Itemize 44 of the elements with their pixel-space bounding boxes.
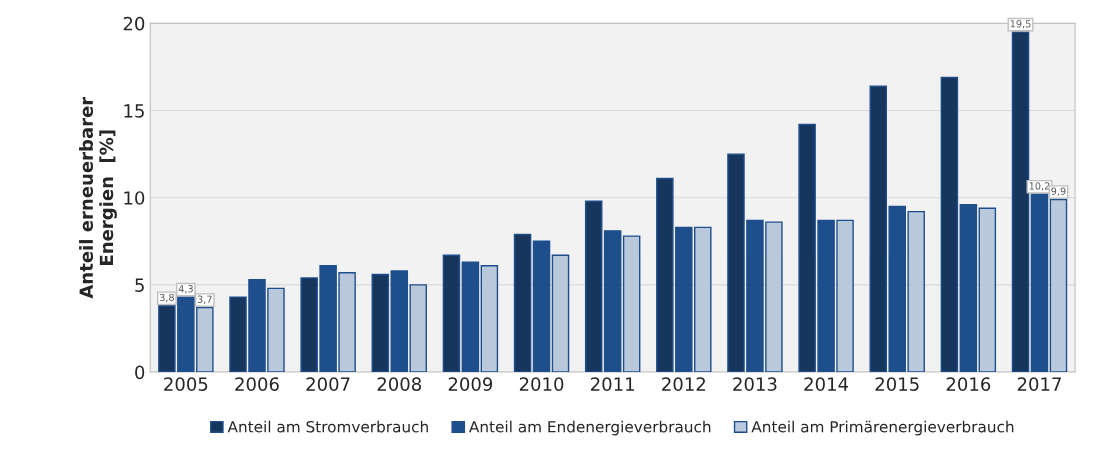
bar (551, 254, 570, 373)
x-tick-label: 2005 (164, 377, 208, 391)
x-tick-label: 2015 (875, 377, 919, 391)
x-tick-label: 2010 (519, 377, 564, 391)
y-axis-title: Anteil erneuerbarer Energien [%] (79, 96, 117, 299)
bar (461, 261, 480, 373)
x-tick-label: 2016 (946, 377, 991, 391)
x-tick-label: 2011 (591, 377, 634, 391)
bar (532, 240, 551, 373)
data-label: 19,5 (1010, 20, 1031, 29)
x-tick-label: 2008 (377, 377, 421, 391)
bar (1049, 198, 1068, 373)
data-label: 3,8 (159, 293, 174, 303)
bar (584, 200, 603, 373)
x-tick-label: 2017 (1017, 377, 1061, 391)
data-label: 9,9 (1051, 187, 1066, 196)
bar (940, 76, 959, 373)
data-label: 3,7 (197, 295, 212, 304)
legend-label: Anteil am Endenergieverbrauch (469, 420, 711, 436)
bar (603, 230, 622, 373)
x-tick-label: 2007 (306, 377, 350, 391)
y-tick-label: 5 (135, 278, 144, 293)
data-label: 10,2 (1029, 182, 1050, 191)
bar (371, 273, 390, 373)
x-tick-label: 2009 (448, 377, 493, 391)
x-tick-label: 2006 (235, 377, 279, 391)
bar (442, 254, 461, 373)
x-tick-label: 2014 (804, 377, 849, 391)
legend-label: Anteil am Primärenergieverbrauch (751, 420, 1014, 436)
x-tick-label: 2012 (662, 377, 705, 391)
y-tick-label: 10 (124, 191, 145, 205)
bar (959, 204, 978, 373)
bar (1011, 31, 1030, 373)
legend-label: Anteil am Stromverbrauch (227, 420, 428, 433)
y-tick-label: 15 (124, 104, 144, 118)
y-tick-label: 20 (123, 16, 145, 31)
bar (978, 207, 997, 373)
bar (622, 235, 641, 373)
bar (480, 265, 499, 373)
bar (1030, 193, 1049, 373)
data-label: 4,3 (178, 285, 193, 294)
y-tick-label: 0 (135, 365, 145, 380)
x-tick-label: 2013 (733, 377, 777, 391)
bar (513, 233, 532, 373)
